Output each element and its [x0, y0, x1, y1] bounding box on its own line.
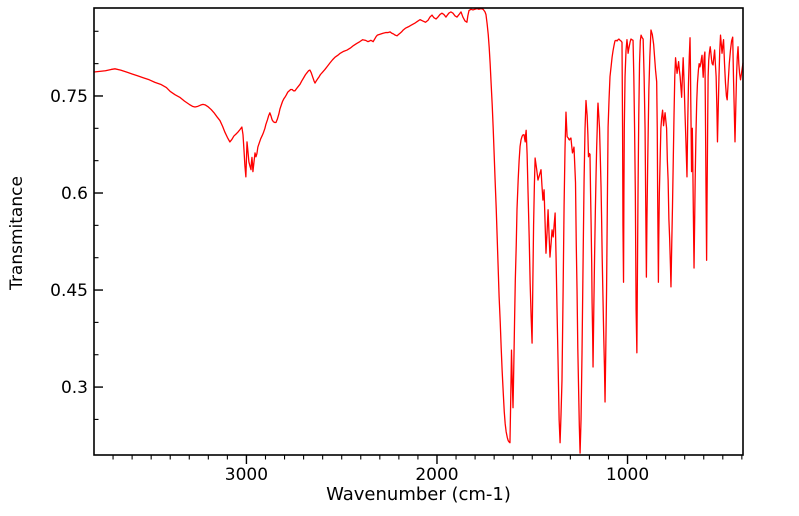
x-tick-label: 2000 [415, 465, 458, 485]
x-tick-label: 3000 [225, 465, 268, 485]
x-tick-label: 1000 [606, 465, 649, 485]
y-axis-label: Transmitance [7, 176, 27, 290]
spectrum-line [93, 7, 744, 454]
y-tick-label: 0.6 [61, 184, 88, 204]
x-axis-label: Wavenumber (cm-1) [326, 484, 511, 505]
y-tick-label: 0.75 [50, 87, 88, 107]
y-tick-label: 0.3 [61, 378, 88, 398]
plot-border [93, 7, 744, 456]
y-tick-label: 0.45 [50, 281, 88, 301]
